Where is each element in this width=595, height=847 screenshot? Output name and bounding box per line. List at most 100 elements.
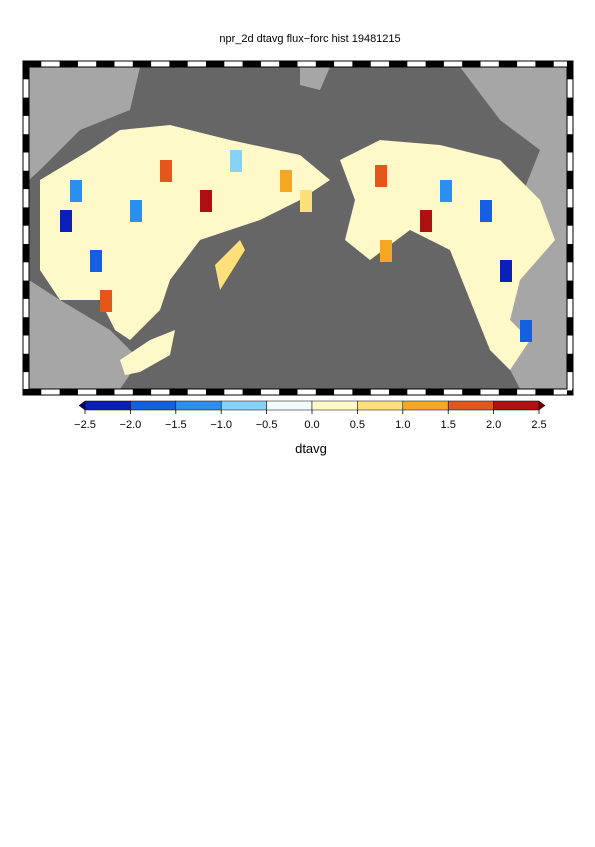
frame-tick [535,61,554,67]
data-cell [375,165,387,187]
frame-tick [567,134,573,153]
frame-tick [132,389,152,395]
data-cell [70,180,82,202]
frame-tick [23,353,29,373]
frame-tick [389,61,408,67]
frame-tick [169,61,188,67]
frame-tick [132,61,152,67]
data-cell [300,190,312,212]
frame-tick [567,317,573,336]
colorbar-under [78,400,86,411]
frame-tick [567,280,573,299]
data-region [215,240,245,290]
frame-tick [567,353,573,373]
land [300,67,330,90]
frame-tick [59,61,78,67]
frame-tick [567,61,573,80]
colorbar-segment [266,400,313,411]
data-cell [280,170,292,192]
frame-tick [352,61,371,67]
data-cell [380,240,392,262]
frame-tick [352,389,371,395]
colorbar-tick-label: 0.0 [304,419,319,431]
frame-tick [315,61,335,67]
colorbar-over [538,400,546,411]
frame-tick [169,389,188,395]
frame-tick [23,61,42,67]
frame-tick [242,61,261,67]
frame-tick [23,207,29,226]
colorbar-tick-label: −2.5 [74,419,96,431]
frame-tick [23,317,29,336]
frame-tick [567,390,573,395]
data-cell [440,180,452,202]
land [29,67,140,180]
frame-tick [23,389,42,395]
frame-tick [279,389,298,395]
data-cell [200,190,212,212]
colorbar-tick-label: 2.5 [531,419,546,431]
frame-tick [315,389,335,395]
colorbar-label: dtavg [295,441,327,456]
colorbar-segment [220,400,267,411]
frame-tick [389,389,408,395]
data-region [340,140,555,370]
frame-tick [425,389,444,395]
colorbar-segment [493,400,540,411]
frame-tick [23,134,29,153]
frame-tick [462,389,481,395]
map-title: npr_2d dtavg flux−forc hist 19481215 [219,33,400,45]
frame-tick [567,97,573,116]
data-cell [90,250,102,272]
data-cell [160,160,172,182]
frame-tick [23,61,29,80]
map [22,60,574,396]
colorbar-segment [402,400,449,411]
frame-tick [242,389,261,395]
colorbar-segment [447,400,494,411]
frame-tick [23,170,29,190]
frame-tick [567,207,573,226]
frame-tick [425,61,444,67]
frame-tick [567,244,573,263]
frame-tick [59,389,78,395]
colorbar-segment [175,400,222,411]
frame-tick [279,61,298,67]
data-cell [480,200,492,222]
data-cell [230,150,242,172]
colorbar-tick-label: −2.0 [120,419,142,431]
data-region [120,330,175,375]
data-cell [100,290,112,312]
frame-tick [23,97,29,116]
frame-tick [206,61,225,67]
colorbar-tick-label: 0.5 [350,419,365,431]
data-cell [500,260,512,282]
frame-tick [462,61,481,67]
colorbar-tick-label: 1.0 [395,419,410,431]
frame-inner [28,66,568,390]
data-cell [420,210,432,232]
frame-tick [498,389,518,395]
colorbar-segment [311,400,358,411]
frame-tick [23,244,29,263]
frame-outer [22,60,574,396]
frame-tick [206,389,225,395]
data-region [40,125,330,340]
frame-tick [535,389,554,395]
frame-tick [23,390,29,395]
colorbar-segment [357,400,404,411]
colorbar-segment [130,400,177,411]
colorbar-tick-label: −1.0 [210,419,232,431]
frame-tick [96,61,115,67]
data-cell [130,200,142,222]
colorbar-tick-label: −0.5 [256,419,278,431]
colorbar-tick-label: −1.5 [165,419,187,431]
data-cell [60,210,72,232]
colorbar-segment [84,400,131,411]
frame-tick [96,389,115,395]
frame-tick [498,61,518,67]
colorbar-tick-label: 1.5 [441,419,456,431]
data-cell [520,320,532,342]
colorbar-tick-label: 2.0 [486,419,501,431]
